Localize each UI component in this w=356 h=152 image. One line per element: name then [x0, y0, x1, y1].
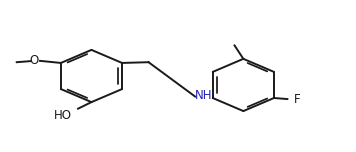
Text: F: F	[294, 93, 300, 106]
Text: O: O	[30, 54, 39, 67]
Text: HO: HO	[54, 109, 72, 122]
Text: NH: NH	[195, 89, 213, 102]
